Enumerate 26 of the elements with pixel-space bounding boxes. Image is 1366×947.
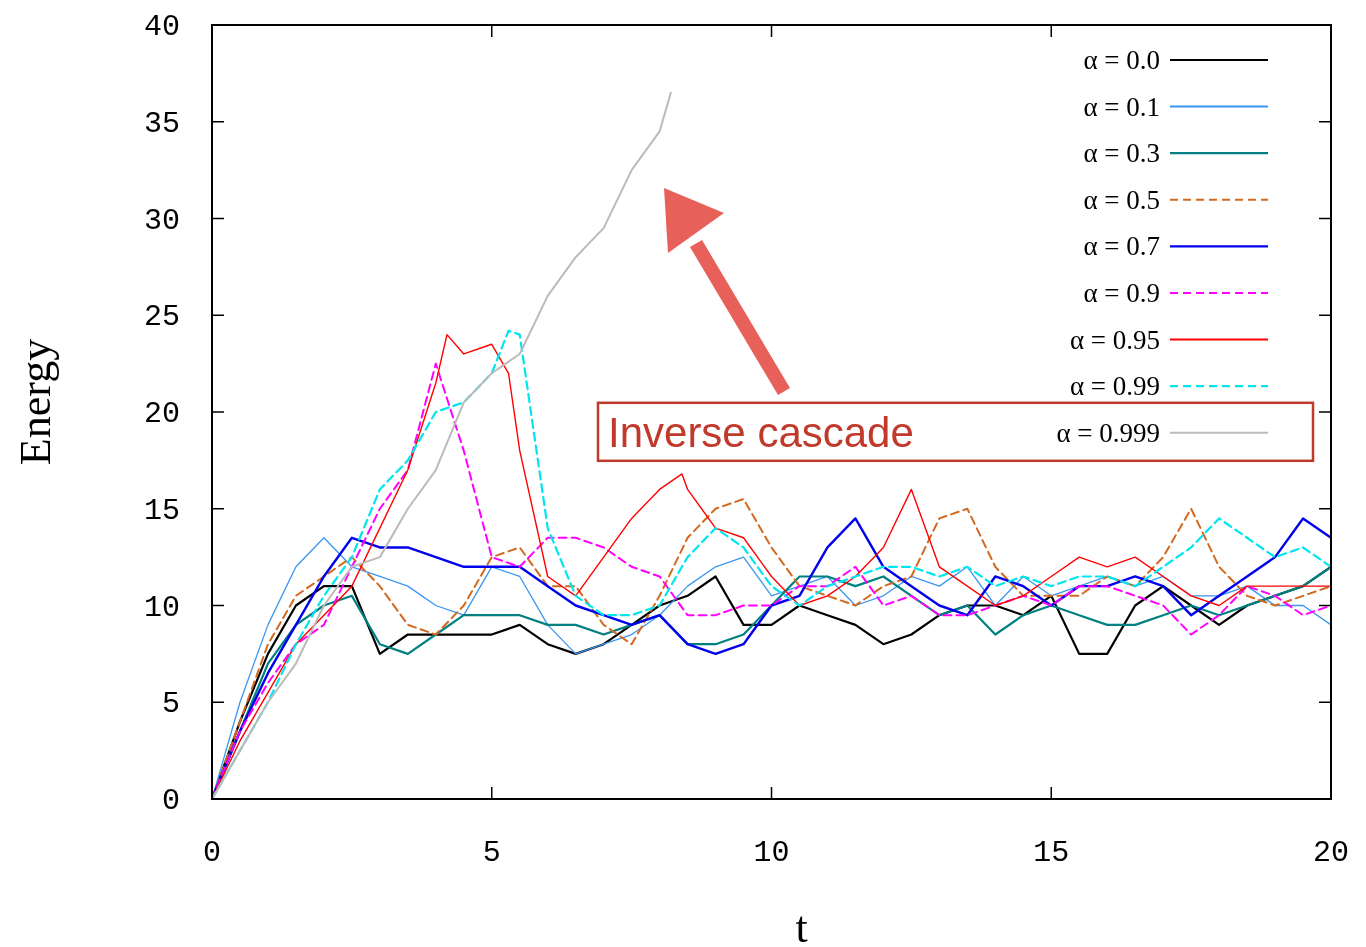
y-tick-label: 30 xyxy=(143,203,180,238)
legend-label: α = 0.5 xyxy=(1083,184,1160,215)
legend-label: α = 0.3 xyxy=(1083,138,1160,169)
legend-label: α = 0.95 xyxy=(1069,324,1160,355)
annotation: Inverse cascade xyxy=(608,408,914,456)
y-tick-label: 20 xyxy=(143,397,180,431)
legend-label: α = 0.99 xyxy=(1069,371,1160,402)
y-tick-label: 15 xyxy=(143,493,180,528)
x-tick-label: 20 xyxy=(1312,836,1350,870)
legend-label: α = 0.1 xyxy=(1083,91,1160,122)
legend-label: α = 0.7 xyxy=(1083,231,1160,262)
x-tick-label: 15 xyxy=(1033,836,1070,870)
x-tick-label: 10 xyxy=(753,836,790,870)
y-tick-label: 10 xyxy=(143,590,180,625)
legend-label: α = 0.999 xyxy=(1056,417,1160,448)
y-tick-label: 25 xyxy=(143,300,180,335)
y-tick-label: 40 xyxy=(143,10,180,44)
legend-label: α = 0.9 xyxy=(1083,278,1160,308)
y-tick-label: 5 xyxy=(161,687,180,722)
x-tick-label: 5 xyxy=(482,836,501,870)
y-tick-label: 35 xyxy=(143,106,180,141)
x-axis-title: t xyxy=(795,903,808,947)
legend-label: α = 0.0 xyxy=(1083,45,1160,75)
y-tick-label: 0 xyxy=(161,784,180,818)
y-axis-title: Energy xyxy=(11,338,60,466)
x-tick-label: 0 xyxy=(202,836,222,870)
